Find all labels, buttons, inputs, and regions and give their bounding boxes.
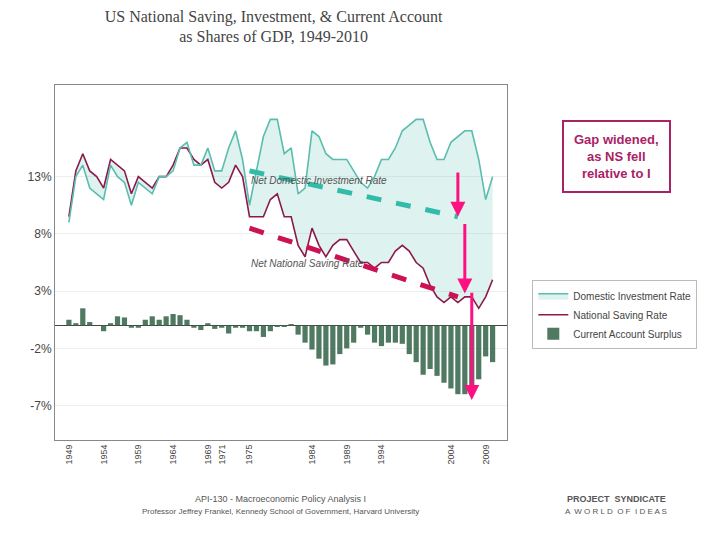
svg-text:-7%: -7% — [30, 399, 52, 413]
svg-text:Net National Saving Rate: Net National Saving Rate — [251, 258, 364, 269]
svg-text:-2%: -2% — [30, 342, 52, 356]
svg-text:A W O R L D O F I D E A S: A W O R L D O F I D E A S — [565, 507, 667, 516]
svg-text:1989: 1989 — [342, 445, 352, 465]
svg-text:1975: 1975 — [244, 445, 254, 465]
svg-text:1971: 1971 — [217, 445, 227, 465]
svg-text:1954: 1954 — [99, 445, 109, 465]
svg-text:Current Account Surplus: Current Account Surplus — [573, 329, 681, 340]
svg-text:Gap widened,as NS fellrelative: Gap widened,as NS fellrelative to I — [574, 132, 659, 181]
svg-text:1969: 1969 — [203, 445, 213, 465]
svg-text:PROJECT SYNDICATE: PROJECT SYNDICATE — [567, 494, 666, 504]
svg-text:API-130 - Macroeconomic Policy: API-130 - Macroeconomic Policy Analysis … — [195, 494, 366, 504]
svg-text:Domestic Investment Rate: Domestic Investment Rate — [573, 291, 691, 302]
svg-text:Professor Jeffrey Frankel, Ken: Professor Jeffrey Frankel, Kennedy Schoo… — [142, 507, 419, 516]
svg-text:13%: 13% — [28, 170, 52, 184]
svg-text:8%: 8% — [34, 227, 52, 241]
svg-text:1984: 1984 — [307, 445, 317, 465]
svg-text:1964: 1964 — [168, 445, 178, 465]
svg-text:3%: 3% — [34, 284, 52, 298]
svg-text:US National Saving, Investment: US National Saving, Investment, & Curren… — [105, 8, 443, 46]
svg-text:Net Domestic Investment Rate: Net Domestic Investment Rate — [251, 175, 387, 186]
svg-text:2009: 2009 — [481, 445, 491, 465]
svg-text:National Saving Rate: National Saving Rate — [573, 310, 667, 321]
svg-text:1949: 1949 — [64, 445, 74, 465]
svg-text:2004: 2004 — [446, 445, 456, 465]
svg-text:1959: 1959 — [133, 445, 143, 465]
svg-text:1994: 1994 — [376, 445, 386, 465]
